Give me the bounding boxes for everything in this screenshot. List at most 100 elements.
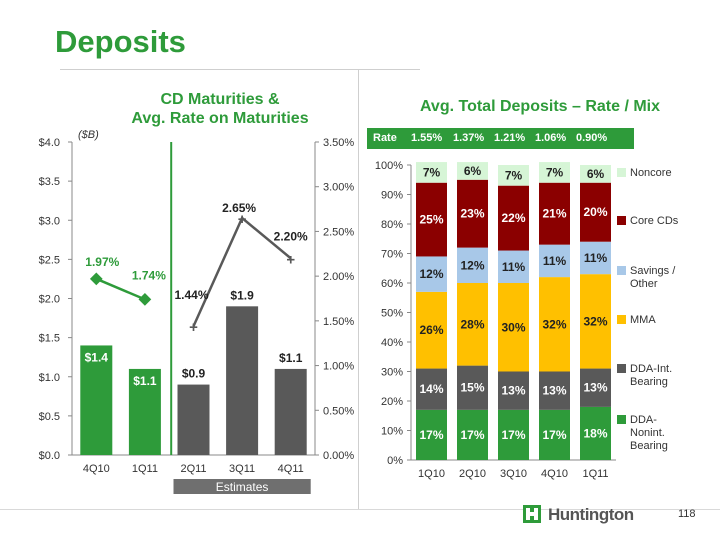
deposit-mix-value-label: 13% bbox=[542, 384, 566, 398]
rate-value-2q10: 1.37% bbox=[453, 132, 485, 144]
legend-label: Other bbox=[630, 278, 658, 290]
right-y-tick-label: 60% bbox=[381, 278, 403, 290]
legend-label: DDA- bbox=[630, 414, 657, 426]
left-chart-title: CD Maturities & Avg. Rate on Maturities bbox=[90, 90, 350, 128]
deposit-mix-value-label: 22% bbox=[501, 211, 525, 225]
deposit-mix-value-label: 15% bbox=[460, 381, 484, 395]
rate-point-actual bbox=[138, 293, 152, 306]
deposit-mix-segment bbox=[539, 182, 570, 245]
right-x-tick-label: 2Q10 bbox=[459, 468, 486, 480]
deposit-mix-segment bbox=[498, 165, 529, 186]
deposit-mix-segment bbox=[539, 162, 570, 183]
legend-label: DDA-Int. bbox=[630, 363, 672, 375]
right-chart: 0% 10% 20% 30% 40% 50% 60% 70% 80% 90% 100% 17% 14% 2… bbox=[375, 160, 679, 480]
estimates-label: Estimates bbox=[216, 480, 269, 494]
deposit-mix-segment bbox=[539, 244, 570, 278]
deposit-mix-segment bbox=[416, 291, 447, 369]
deposit-mix-value-label: 32% bbox=[542, 317, 566, 331]
huntington-logo-icon bbox=[523, 505, 541, 523]
deposit-mix-value-label: 30% bbox=[501, 320, 525, 334]
deposit-mix-value-label: 6% bbox=[464, 164, 482, 178]
cd-maturity-bar bbox=[128, 368, 161, 455]
right-x-tick-label: 3Q10 bbox=[500, 468, 527, 480]
right-y-tick-label: 0% bbox=[387, 455, 403, 467]
rate-label-actual: 1.97% bbox=[85, 255, 119, 269]
left-x-tick-label: 4Q11 bbox=[278, 463, 304, 475]
deposit-mix-value-label: 17% bbox=[419, 428, 443, 442]
legend-label: Noncore bbox=[630, 167, 672, 179]
deposit-mix-value-label: 32% bbox=[583, 314, 607, 328]
deposit-mix-value-label: 12% bbox=[460, 258, 484, 272]
left-x-tick-label: 1Q11 bbox=[132, 463, 158, 475]
legend-swatch bbox=[617, 364, 626, 373]
left-y2-tick-label: 1.00% bbox=[323, 361, 354, 373]
legend-swatch bbox=[617, 168, 626, 177]
deposit-mix-segment bbox=[457, 283, 488, 366]
right-x-tick-label: 1Q11 bbox=[582, 468, 608, 480]
right-y-tick-label: 10% bbox=[381, 426, 403, 438]
rate-label-estimate: 2.65% bbox=[222, 201, 256, 215]
rate-value-4q10: 1.06% bbox=[535, 132, 567, 144]
rate-line-actual bbox=[95, 277, 146, 301]
deposit-mix-value-label: 17% bbox=[460, 428, 484, 442]
left-y-tick-label: $3.0 bbox=[39, 215, 60, 227]
left-chart: $0.0 $0.5 $1.0 $1.5 $2.0 $2.5 $3.0 $3.5 $4.0 0.00… bbox=[39, 129, 354, 494]
right-y-tick-label: 100% bbox=[375, 160, 403, 172]
deposit-mix-segment bbox=[498, 371, 529, 410]
left-y2-tick-label: 2.50% bbox=[323, 226, 354, 238]
deposit-mix-segment bbox=[457, 365, 488, 410]
legend-label: Core CDs bbox=[630, 215, 679, 227]
left-y2-tick-label: 1.50% bbox=[323, 316, 354, 328]
cd-maturity-value-label: $1.9 bbox=[230, 288, 254, 302]
deposit-mix-value-label: 7% bbox=[546, 165, 564, 179]
deposit-mix-value-label: 26% bbox=[419, 323, 443, 337]
cd-maturity-value-label: $0.9 bbox=[182, 367, 206, 381]
deposit-mix-value-label: 21% bbox=[542, 207, 566, 221]
left-y2-tick-label: 2.00% bbox=[323, 271, 354, 283]
rate-point-estimate: + bbox=[189, 319, 198, 336]
rate-point-actual bbox=[89, 272, 103, 286]
deposit-mix-segment bbox=[416, 409, 447, 460]
legend-label: Nonint. bbox=[630, 427, 665, 439]
deposit-mix-value-label: 6% bbox=[587, 167, 605, 181]
right-x-tick-label: 1Q10 bbox=[418, 468, 445, 480]
cd-maturity-value-label: $1.4 bbox=[85, 350, 109, 364]
deposit-mix-segment bbox=[498, 250, 529, 283]
left-y2-tick-label: 0.00% bbox=[323, 450, 354, 462]
deposit-mix-segment bbox=[539, 409, 570, 460]
left-unit-label: ($B) bbox=[78, 129, 99, 141]
deposit-mix-value-label: 13% bbox=[501, 384, 525, 398]
deposit-mix-value-label: 20% bbox=[583, 205, 607, 219]
deposit-mix-value-label: 13% bbox=[583, 381, 607, 395]
legend-label: Bearing bbox=[630, 376, 668, 388]
right-y-tick-label: 20% bbox=[381, 396, 403, 408]
legend-label: MMA bbox=[630, 314, 656, 326]
footer-divider bbox=[0, 509, 720, 510]
deposit-mix-segment bbox=[498, 283, 529, 372]
title-divider bbox=[60, 69, 420, 70]
right-y-tick-label: 90% bbox=[381, 190, 403, 202]
deposit-mix-segment bbox=[580, 368, 611, 407]
right-x-tick-label: 4Q10 bbox=[541, 468, 568, 480]
rate-label-estimate: 2.20% bbox=[274, 229, 308, 243]
deposit-mix-segment bbox=[580, 274, 611, 369]
deposit-mix-value-label: 23% bbox=[460, 207, 484, 221]
left-y2-tick-label: 3.50% bbox=[323, 137, 354, 149]
rate-value-1q10: 1.55% bbox=[411, 132, 443, 144]
legend-label: Savings / bbox=[630, 265, 676, 277]
deposit-mix-value-label: 11% bbox=[502, 260, 526, 274]
deposit-mix-segment bbox=[416, 162, 447, 183]
deposit-mix-segment bbox=[416, 182, 447, 257]
deposit-mix-segment bbox=[580, 182, 611, 242]
cd-maturity-bar bbox=[80, 345, 113, 455]
left-y2-tick-label: 0.50% bbox=[323, 405, 354, 417]
right-y-tick-label: 40% bbox=[381, 337, 403, 349]
legend-swatch bbox=[617, 315, 626, 324]
right-y-tick-label: 70% bbox=[381, 249, 403, 261]
left-chart-title-line2: Avg. Rate on Maturities bbox=[131, 110, 309, 127]
rate-value-1q11: 0.90% bbox=[576, 132, 608, 144]
deposit-mix-value-label: 18% bbox=[583, 426, 607, 440]
deposit-mix-segment bbox=[457, 247, 488, 283]
rate-line-estimate bbox=[192, 216, 292, 327]
